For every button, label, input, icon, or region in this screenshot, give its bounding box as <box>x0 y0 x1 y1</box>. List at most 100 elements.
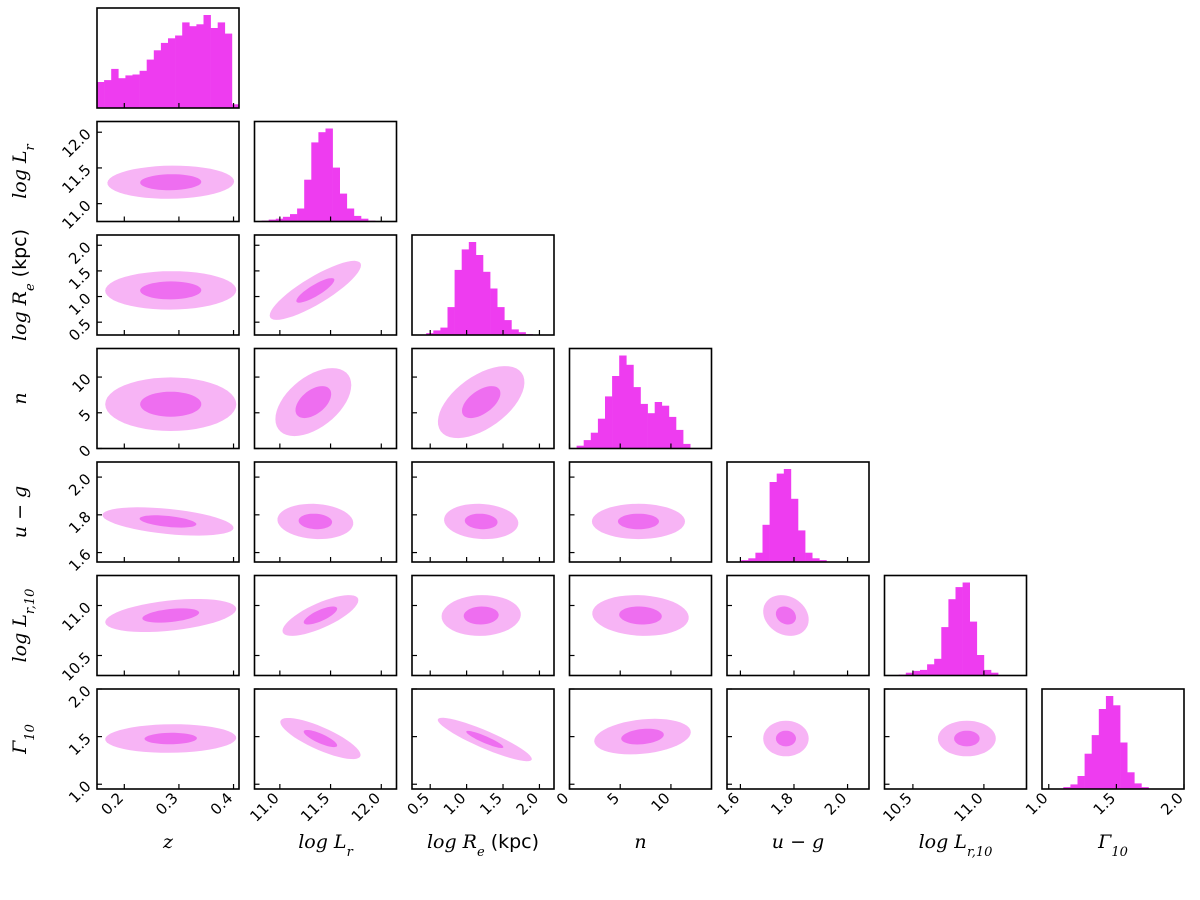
x-tick-label: 10.5 <box>879 789 915 825</box>
panel-logRe-vs-G10: 0.5 1.0 1.5 2.0 log Re (kpc) <box>403 688 555 860</box>
contour-inner <box>140 174 202 191</box>
panel-frame <box>411 347 555 450</box>
hist-bar <box>132 74 140 108</box>
x-tick-label: 11.0 <box>246 789 282 825</box>
hist-bar <box>282 216 291 222</box>
y-tick-label: 11.5 <box>58 161 94 197</box>
x-tick-label: 2.0 <box>513 789 543 819</box>
hist-bar <box>905 672 914 676</box>
hist-bar <box>440 327 448 335</box>
panel-ug-vs-logLr10 <box>726 574 870 677</box>
panel-frame <box>883 688 1028 790</box>
hist-bar <box>268 219 277 222</box>
x-tick-label: 0.2 <box>98 789 128 819</box>
y-tick-label: 1.0 <box>65 777 95 807</box>
panel-z-vs-ug: 1.6 1.8 2.0 u − g <box>9 461 240 575</box>
x-axis-label-z: z <box>162 831 174 853</box>
hist-bar <box>111 68 119 108</box>
panel-frame <box>96 574 240 677</box>
x-tick-label: 11.0 <box>950 789 986 825</box>
y-tick-label: 12.0 <box>58 125 94 161</box>
hist-bar <box>311 142 319 222</box>
y-tick-label: 0 <box>75 441 94 460</box>
panel-logLr-vs-G10: 11.0 11.5 12.0 log Lr <box>246 688 398 860</box>
hist-bar <box>941 627 949 676</box>
x-axis-label-G10: Γ10 <box>1097 831 1128 860</box>
panel-frame <box>411 688 555 790</box>
hist-bar <box>683 443 691 449</box>
hist-bar <box>1063 787 1071 789</box>
x-axis-label-logLr10: log Lr,10 <box>919 831 993 860</box>
x-tick-label: 1.5 <box>1090 789 1120 819</box>
hist-bar <box>454 269 462 335</box>
hist-bar <box>290 214 298 222</box>
y-tick-label: 11.0 <box>58 598 94 634</box>
panel-logRe-vs-logLr10 <box>411 574 555 677</box>
hist-bar <box>182 22 190 108</box>
hist-bar <box>1113 705 1121 789</box>
x-tick-label: 10 <box>648 789 674 815</box>
y-axis-label-n: n <box>9 392 31 404</box>
panel-logLr-vs-n <box>253 347 398 450</box>
panel-logLr-vs-logLr10 <box>253 574 398 677</box>
y-tick-label: 0.5 <box>65 315 95 345</box>
hist-bar <box>146 59 155 108</box>
panel-frame <box>253 347 398 450</box>
hist-bar <box>118 78 126 108</box>
hist-bar <box>1077 776 1085 789</box>
contour-inner <box>303 606 338 625</box>
hist-bar <box>153 50 162 108</box>
hist-bar <box>668 416 677 449</box>
hist-bar <box>927 664 935 676</box>
panel-logLr-vs-logRe <box>253 234 398 336</box>
panel-frame <box>253 234 398 336</box>
x-axis-label-logLr: log Lr <box>298 831 353 860</box>
hist-bar <box>969 621 978 676</box>
contour-inner <box>621 728 664 745</box>
y-axis-label-logLr: log Lr <box>9 143 38 198</box>
panel-frame <box>411 461 555 563</box>
panel-z-vs-logLr10: 10.5 11.0 log Lr,10 <box>9 574 240 685</box>
hist-bar <box>518 332 526 335</box>
hist-bar <box>1120 742 1128 789</box>
y-axis-label-logLr10: log Lr,10 <box>9 589 38 663</box>
panel-z <box>96 7 240 109</box>
hist-bar <box>762 524 770 562</box>
hist-bar <box>948 599 956 676</box>
hist-bar <box>576 445 584 449</box>
panel-frame <box>726 688 870 790</box>
hist-bar <box>231 104 239 108</box>
hist-bar <box>605 396 613 449</box>
hist-bar <box>97 82 105 108</box>
hist-bar <box>1141 787 1149 789</box>
panel-G10: 1.0 1.5 2.0 Γ10 <box>1022 688 1187 860</box>
hist-bar <box>461 249 470 335</box>
hist-bar <box>962 582 970 676</box>
hist-bar <box>1070 784 1078 789</box>
contour-inner <box>140 281 202 300</box>
y-tick-label: 2.0 <box>65 470 95 500</box>
panel-n <box>568 347 713 450</box>
hist-bar <box>325 128 333 222</box>
panel-frame <box>96 234 240 336</box>
contour-inner <box>954 730 980 747</box>
hist-bar <box>769 482 777 562</box>
hist-bar <box>798 530 806 562</box>
panel-logLr10-vs-G10: 10.5 11.0 log Lr,10 <box>879 688 1028 860</box>
x-tick-label: 1.0 <box>1022 789 1052 819</box>
x-tick-label: 1.6 <box>714 789 744 819</box>
panel-frame <box>883 574 1028 677</box>
y-tick-label: 1.6 <box>65 545 95 575</box>
hist-bar <box>318 132 326 222</box>
hist-bar <box>619 355 627 449</box>
panel-frame <box>411 574 555 677</box>
hist-bar <box>447 307 455 335</box>
x-axis-label-n: n <box>634 831 646 853</box>
hist-bar <box>346 208 355 222</box>
panel-ug <box>726 461 870 563</box>
panel-z-vs-logLr: 11.011.512.0 log Lr <box>9 120 240 233</box>
panel-frame <box>96 461 240 563</box>
hist-bar <box>353 215 362 222</box>
panel-frame <box>253 688 398 790</box>
